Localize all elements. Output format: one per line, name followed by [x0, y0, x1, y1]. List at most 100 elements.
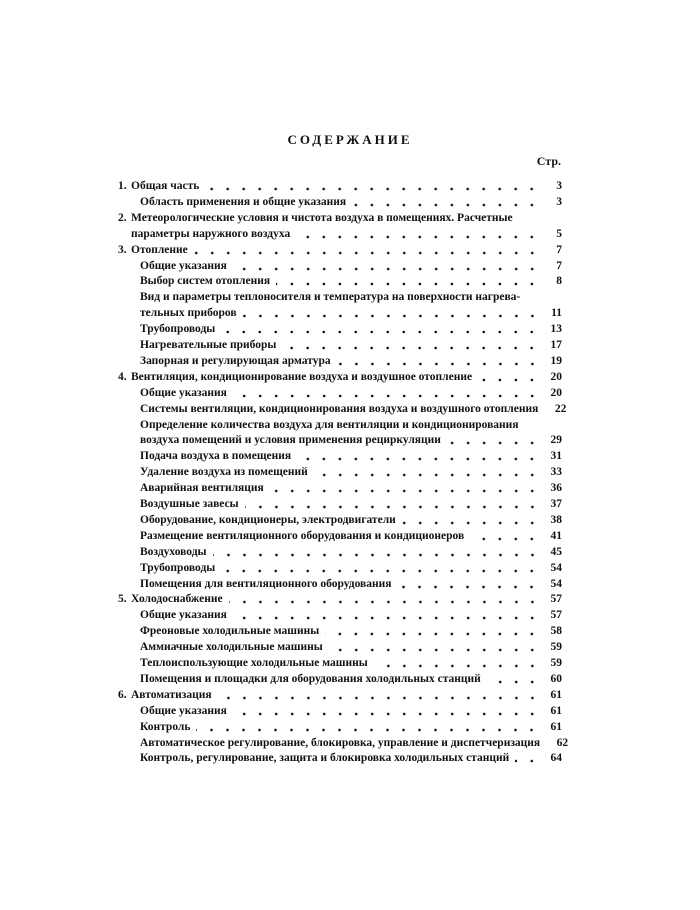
dot-leader: [193, 241, 540, 258]
section-title-line: Отопление 7: [131, 241, 562, 258]
dot-leader: [232, 702, 540, 719]
page-number: 41: [550, 529, 563, 542]
dot-leader: [478, 368, 540, 385]
subsection-title-line: Нагревательные приборы 17: [140, 337, 562, 353]
page-number: 3: [556, 195, 562, 208]
subsection-title-text: Определение количества воздуха для венти…: [140, 418, 519, 431]
section-title-line: Вентиляция, кондиционирование воздуха и …: [131, 368, 563, 385]
subsection-title-text: Воздуховоды: [140, 545, 207, 558]
dot-leader: [276, 273, 540, 290]
page-number: 20: [550, 386, 563, 399]
subsection-title-line: Общие указания 7: [140, 257, 562, 274]
subsection-title-line: воздуха помещений и условия применения р…: [140, 432, 562, 449]
subsection-title-line: Оборудование, кондиционеры, электродвига…: [140, 511, 562, 528]
dot-leader: [470, 527, 540, 544]
subsection-title-text: воздуха помещений и условия применения р…: [140, 434, 441, 447]
dot-leader: [205, 178, 540, 194]
page-number: 54: [550, 561, 563, 574]
page-number: 54: [550, 577, 563, 590]
subsection-title-line: Общие указания 20: [140, 384, 563, 401]
section-title-text: Автоматизация: [131, 688, 212, 701]
subsection-title-line: Аварийная вентиляция 36: [140, 480, 562, 497]
subsection-title-text: Область применения и общие указания: [140, 195, 347, 208]
section-number: 4.: [118, 370, 127, 383]
subsection-title-text: Трубопроводы: [140, 323, 216, 336]
subsection-title-text: Запорная и регулирующая арматура: [140, 354, 331, 367]
section-number: 5.: [118, 593, 127, 606]
page-number: 45: [550, 545, 563, 558]
page-number: 5: [556, 227, 562, 240]
section-title-text: Метеорологические условия и чистота возд…: [131, 211, 513, 224]
dot-leader: [486, 670, 540, 687]
page-number: 60: [550, 672, 563, 685]
subsection-title-line: Область применения и общие указания 3: [140, 193, 562, 210]
subsection-title-text: Помещения и площадки для оборудования хо…: [140, 672, 481, 685]
section-title-text: Холодоснабжение: [131, 593, 223, 606]
subsection-title-line: Помещения и площадки для оборудования хо…: [140, 670, 563, 687]
subsection-title-line: Контроль 61: [140, 718, 563, 735]
subsection-title-text: Системы вентиляции, кондиционирования во…: [140, 402, 539, 415]
page-number: 61: [550, 704, 563, 717]
section-title-text: Вентиляция, кондиционирование воздуха и …: [131, 370, 473, 383]
page-number: 7: [556, 243, 562, 256]
subsection-title-text: Аммиачные холодильные машины: [140, 641, 323, 654]
page-number: 3: [556, 180, 562, 192]
dot-leader: [446, 432, 540, 449]
page-number: 61: [550, 720, 563, 733]
dot-leader: [244, 496, 540, 512]
dot-leader: [221, 321, 540, 338]
page-number: 61: [550, 688, 563, 701]
page-number: 59: [550, 641, 563, 654]
page-number: 31: [550, 450, 563, 463]
dot-leader: [232, 384, 540, 401]
subsection-title-line: Размещение вентиляционного оборудования …: [140, 527, 563, 544]
dot-leader: [228, 591, 540, 608]
subsection-title-line: Автоматическое регулирование, блокировка…: [140, 735, 568, 751]
dot-leader: [352, 193, 540, 210]
page-number: 33: [550, 466, 563, 479]
dot-leader: [282, 337, 540, 353]
toc-title: СОДЕРЖАНИЕ: [287, 132, 413, 147]
page-number: 7: [556, 259, 562, 272]
dot-leader: [397, 575, 540, 592]
subsection-title-line: Выбор систем отопления 8: [140, 273, 562, 290]
subsection-title-text: Контроль: [140, 720, 191, 733]
page-number: 19: [550, 354, 563, 367]
section-title-line: Метеорологические условия и чистота возд…: [131, 210, 562, 226]
dot-leader: [269, 480, 540, 497]
dot-leader: [325, 623, 540, 640]
page-number: 57: [550, 593, 563, 606]
section-number: 1.: [118, 180, 127, 192]
subsection-title-line: Помещения для вентиляционного оборудован…: [140, 575, 563, 592]
subsection-title-text: Вид и параметры теплоносителя и температ…: [140, 291, 521, 304]
subsection-title-line: Фреоновые холодильные машины 58: [140, 623, 563, 640]
page-number: 58: [550, 625, 563, 638]
dot-leader: [232, 607, 540, 624]
subsection-title-line: Воздуховоды 45: [140, 543, 563, 560]
subsection-title-line: Трубопроводы 13: [140, 321, 562, 338]
subsection-title-text: Удаление воздуха из помещений: [140, 466, 308, 479]
dot-leader: [401, 511, 540, 528]
dot-leader: [212, 543, 540, 560]
subsection-title-line: Системы вентиляции, кондиционирования во…: [140, 401, 566, 417]
section-title-text: Общая часть: [131, 180, 200, 192]
section-title-line: Автоматизация 61: [131, 686, 563, 703]
subsection-title-text: Размещение вентиляционного оборудования …: [140, 529, 465, 542]
page-number: 20: [550, 370, 563, 383]
subsection-title-text: Подача воздуха в помещения: [140, 450, 292, 463]
subsection-title-text: Общие указания: [140, 704, 227, 717]
page-number: 8: [556, 275, 562, 288]
dot-leader: [336, 352, 540, 369]
subsection-title-line: Воздушные завесы 37: [140, 496, 562, 512]
subsection-title-text: Контроль, регулирование, защита и блокир…: [140, 752, 510, 765]
dot-leader: [313, 464, 540, 481]
dot-leader: [221, 559, 540, 576]
subsection-title-line: Определение количества воздуха для венти…: [140, 417, 562, 433]
subsection-title-line: Контроль, регулирование, защита и блокир…: [140, 750, 562, 767]
subsection-title-text: тельных приборов: [140, 307, 237, 320]
dot-leader: [196, 718, 540, 735]
subsection-title-text: Автоматическое регулирование, блокировка…: [140, 736, 541, 749]
subsection-title-line: тельных приборов 11: [140, 305, 562, 322]
subsection-title-text: Трубопроводы: [140, 561, 216, 574]
